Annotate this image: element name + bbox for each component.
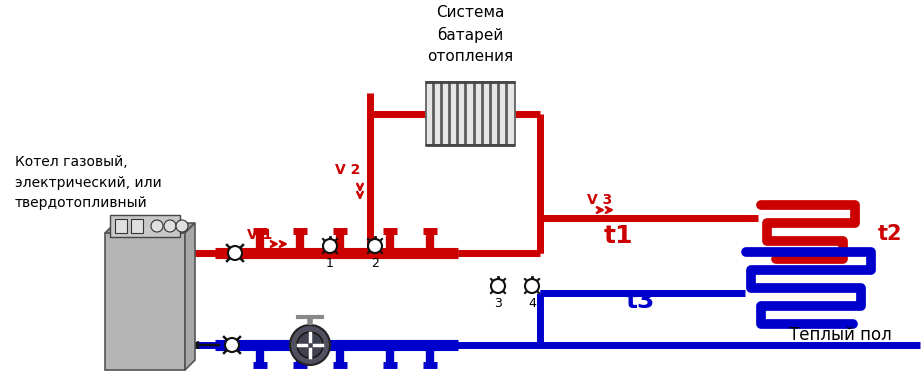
Circle shape (228, 246, 242, 260)
Text: Теплый пол: Теплый пол (788, 326, 892, 344)
Bar (499, 82, 506, 145)
Polygon shape (185, 223, 195, 370)
Bar (507, 82, 515, 145)
Bar (110, 215, 180, 237)
Bar (115, 219, 127, 233)
Circle shape (225, 338, 239, 352)
Text: V 1: V 1 (248, 228, 273, 242)
Text: 1: 1 (326, 257, 334, 270)
Text: V 3: V 3 (588, 193, 613, 207)
Circle shape (297, 332, 323, 358)
Bar (433, 82, 441, 145)
Circle shape (176, 220, 188, 232)
Circle shape (368, 239, 382, 253)
Text: 4: 4 (528, 297, 536, 310)
Text: t1: t1 (603, 224, 633, 248)
Circle shape (151, 220, 163, 232)
Bar (442, 82, 449, 145)
Circle shape (525, 279, 539, 293)
Circle shape (290, 325, 330, 365)
Text: V 2: V 2 (335, 163, 360, 177)
Text: t3: t3 (626, 289, 655, 313)
Text: Система
батарей
отопления: Система батарей отопления (427, 5, 513, 64)
Circle shape (491, 279, 505, 293)
Bar (491, 82, 498, 145)
Bar (475, 82, 481, 145)
Text: Котел газовый,
электрический, или
твердотопливный: Котел газовый, электрический, или твердо… (15, 155, 162, 210)
Circle shape (164, 220, 176, 232)
Text: 2: 2 (371, 257, 379, 270)
Bar (467, 82, 474, 145)
Bar (131, 219, 143, 233)
Text: t2: t2 (878, 224, 902, 244)
Bar (482, 82, 490, 145)
Circle shape (323, 239, 337, 253)
Polygon shape (105, 223, 195, 233)
Bar (425, 82, 432, 145)
Polygon shape (105, 233, 185, 370)
Text: 3: 3 (494, 297, 502, 310)
Bar (458, 82, 466, 145)
Bar (450, 82, 457, 145)
